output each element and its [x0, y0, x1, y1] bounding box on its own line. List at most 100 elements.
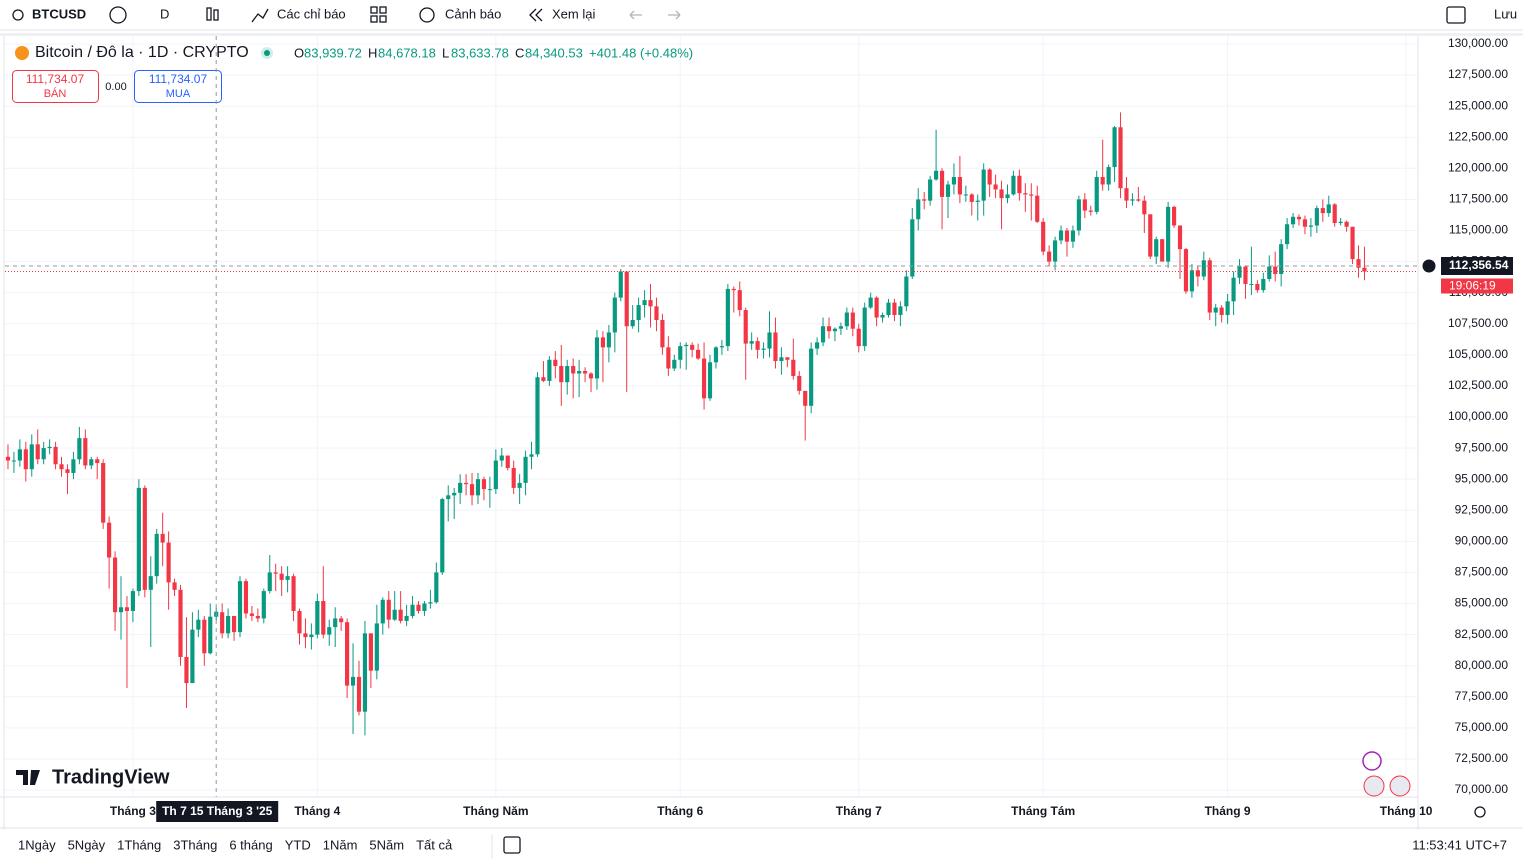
chart-style-icon-part	[213, 9, 219, 21]
candle-body	[571, 366, 576, 374]
layout-icon[interactable]	[370, 6, 378, 14]
candle-body	[1017, 175, 1022, 194]
replay[interactable]: Xem lại	[552, 6, 595, 21]
candle-body	[1207, 260, 1212, 313]
search-icon[interactable]	[12, 9, 24, 21]
countdown: 19:06:19	[1449, 279, 1496, 293]
candle-body	[1326, 204, 1331, 214]
candle-body	[356, 676, 362, 712]
candle-body	[1296, 216, 1302, 220]
candle-body	[1183, 249, 1189, 292]
range-button[interactable]: 1Năm	[323, 837, 358, 852]
candle-body	[1177, 225, 1183, 250]
sell-button[interactable]	[12, 70, 99, 103]
candle-body	[101, 463, 106, 523]
range-button[interactable]: 1Ngày	[18, 837, 56, 852]
candle-body	[1160, 239, 1165, 262]
candle-body	[969, 194, 974, 202]
candle-body	[767, 332, 772, 349]
fullscreen-icon[interactable]	[1446, 6, 1466, 24]
candle-body	[916, 199, 921, 220]
sell-label[interactable]: BÁN	[44, 87, 67, 100]
alert[interactable]: Cảnh báo	[445, 6, 501, 21]
x-tick-label: Tháng 10	[1380, 804, 1433, 818]
candle-body	[184, 656, 189, 684]
y-tick-label: 72,500.00	[1455, 751, 1509, 765]
candle-body	[1041, 221, 1046, 252]
save[interactable]: Lưu	[1494, 6, 1517, 21]
chart-style-icon[interactable]	[206, 7, 212, 21]
event-icon[interactable]	[1362, 751, 1382, 771]
range-button[interactable]: Tất cả	[416, 837, 453, 852]
candle-body	[672, 359, 677, 369]
y-tick-label: 95,000.00	[1455, 471, 1509, 485]
replay-icon[interactable]	[529, 8, 543, 22]
range-button[interactable]: 5Năm	[369, 837, 404, 852]
undo-icon[interactable]	[629, 10, 642, 20]
candle-body	[618, 271, 623, 298]
range-button[interactable]: 1Tháng	[117, 837, 161, 852]
date-range-icon[interactable]	[503, 836, 521, 854]
candle-body	[1076, 199, 1081, 231]
indicators[interactable]: Các chỉ báo	[277, 6, 346, 21]
candle-body	[928, 179, 933, 201]
spread: 0.00	[105, 81, 126, 93]
candle-body	[642, 300, 647, 306]
redo-icon[interactable]	[668, 10, 681, 20]
candle-body	[452, 492, 457, 496]
candle-body	[1052, 240, 1058, 262]
candle-body	[737, 290, 742, 311]
candle-body	[1285, 224, 1290, 245]
candle-body	[606, 332, 611, 348]
settings-icon[interactable]	[1474, 806, 1486, 818]
buy-price[interactable]: 111,734.07	[149, 72, 208, 86]
event-flag[interactable]	[1389, 775, 1411, 797]
interval[interactable]: D	[160, 6, 169, 21]
buy-label[interactable]: MUA	[166, 88, 191, 100]
candle-body	[273, 572, 278, 574]
candle-body	[493, 460, 498, 490]
candle-body	[1302, 219, 1308, 227]
symbol[interactable]: BTCUSD	[32, 6, 86, 21]
range-button[interactable]: 5Ngày	[68, 837, 106, 852]
buy-button[interactable]	[134, 70, 222, 103]
candle-body	[374, 623, 379, 671]
candle-body	[446, 495, 451, 500]
candle-body	[1094, 177, 1099, 212]
candle-body	[1338, 221, 1343, 224]
logo-mark	[16, 770, 40, 785]
y-tick-label: 127,500.00	[1448, 67, 1508, 81]
candle-body	[404, 615, 409, 621]
range-button[interactable]: YTD	[285, 837, 311, 852]
candle-body	[226, 615, 231, 634]
candle-body	[577, 370, 582, 374]
add-symbol-icon[interactable]	[109, 6, 127, 24]
candle-body	[1148, 214, 1153, 257]
overlay: BTCUSD D Các chỉ báo Cảnh báo Xem lại Lư…	[5, 6, 1517, 858]
candle-body	[231, 615, 237, 633]
y-tick-label: 90,000.00	[1455, 534, 1509, 548]
candle-body	[297, 610, 302, 634]
clock[interactable]: 11:53:41 UTC+7	[1412, 837, 1507, 852]
candle-body	[1350, 226, 1355, 260]
candle-body	[464, 482, 469, 485]
indicators-icon[interactable]	[251, 8, 269, 23]
y-tick-label: 97,500.00	[1455, 440, 1509, 454]
candle-body	[1124, 188, 1129, 201]
event-flag[interactable]	[1363, 775, 1385, 797]
candle-body	[880, 315, 885, 318]
alert-icon[interactable]	[419, 7, 435, 23]
candle-body	[303, 633, 308, 638]
range-button[interactable]: 3Tháng	[173, 837, 217, 852]
candle-body	[505, 455, 510, 468]
candle-body	[1189, 270, 1195, 292]
y-tick-label: 105,000.00	[1448, 347, 1508, 361]
candle-body	[999, 189, 1004, 199]
candle-body	[1344, 221, 1349, 227]
candle-body	[1267, 266, 1272, 279]
candle-body	[35, 444, 40, 460]
range-button[interactable]: 6 tháng	[229, 837, 272, 852]
candle-body	[749, 341, 754, 344]
sell-price[interactable]: 111,734.07	[26, 72, 85, 86]
